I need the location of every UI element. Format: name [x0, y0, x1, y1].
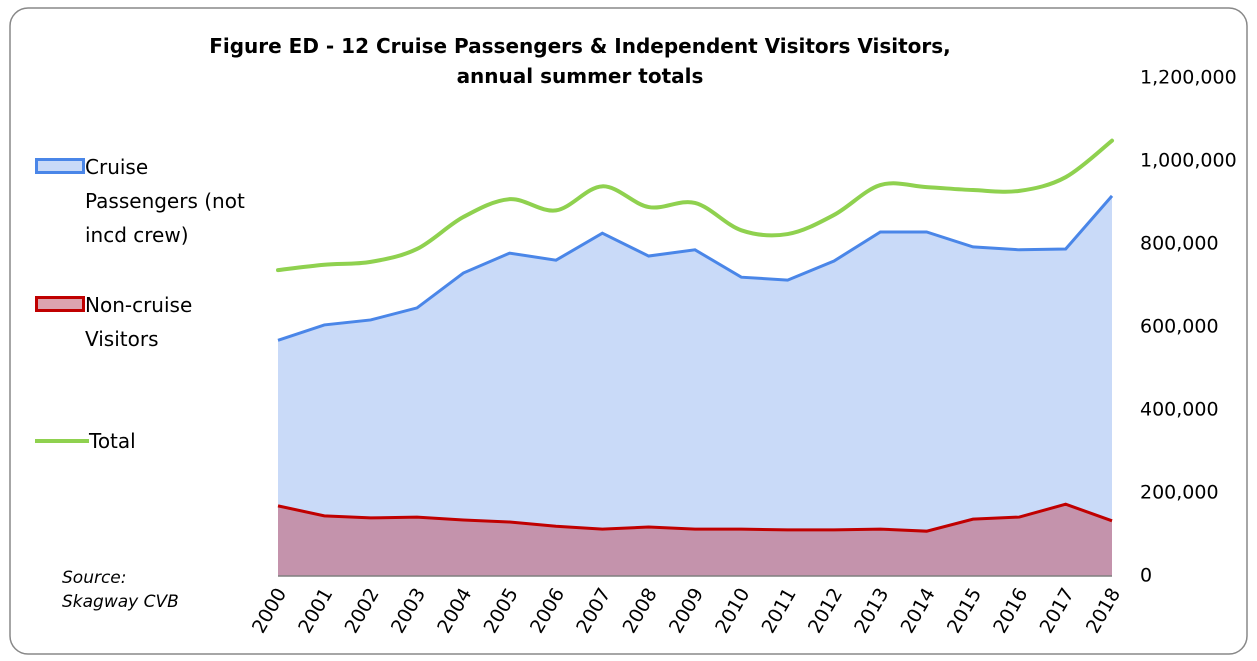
source: Source:	[62, 568, 127, 588]
area	[278, 195, 1112, 577]
legend-swatch	[35, 296, 85, 312]
y-tick-label: 0	[1140, 565, 1152, 587]
legend-item: Non-cruise Visitors	[35, 288, 265, 356]
y-tick-label: 600,000	[1140, 316, 1219, 338]
y-tick-label: 800,000	[1140, 233, 1219, 255]
legend-swatch	[35, 158, 85, 174]
legend-label: Total	[89, 429, 136, 453]
legend-item: Total	[35, 424, 269, 458]
chart-title: Figure ED - 12 Cruise Passengers & Indep…	[209, 34, 951, 58]
y-tick-label: 400,000	[1140, 399, 1219, 421]
y-tick-label: 1,000,000	[1140, 150, 1237, 172]
y-tick-label: 200,000	[1140, 482, 1219, 504]
legend-swatch	[35, 439, 89, 443]
area-line	[277, 502, 1113, 533]
line	[276, 138, 1114, 273]
y-tick-label: 1,200,000	[1140, 67, 1237, 89]
legend-label: Cruise Passengers (not incd crew)	[85, 155, 245, 247]
legend-label: Non-cruise Visitors	[85, 293, 193, 351]
chart-title: annual summer totals	[456, 64, 704, 88]
source: Skagway CVB	[62, 592, 179, 612]
legend-item: Cruise Passengers (not incd crew)	[35, 150, 265, 252]
area-line	[277, 194, 1114, 342]
